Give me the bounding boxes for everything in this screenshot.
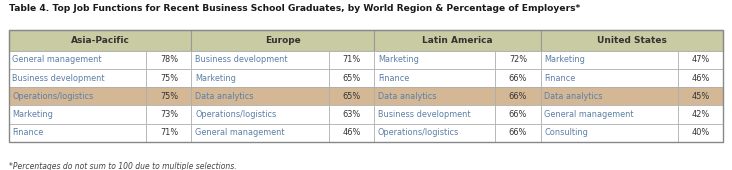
- Bar: [192, 124, 329, 142]
- Bar: [678, 51, 723, 69]
- Text: 46%: 46%: [343, 128, 361, 137]
- Bar: [9, 30, 723, 142]
- Text: *Percentages do not sum to 100 due to multiple selections.: *Percentages do not sum to 100 due to mu…: [9, 162, 236, 170]
- Bar: [496, 87, 540, 105]
- Text: Data analytics: Data analytics: [378, 92, 436, 101]
- Text: General management: General management: [195, 128, 285, 137]
- Text: 71%: 71%: [160, 128, 178, 137]
- Bar: [192, 51, 329, 69]
- Bar: [9, 69, 146, 87]
- Text: Data analytics: Data analytics: [544, 92, 602, 101]
- Bar: [9, 87, 146, 105]
- Text: 75%: 75%: [160, 92, 178, 101]
- Bar: [146, 87, 192, 105]
- Text: Marketing: Marketing: [195, 74, 236, 83]
- Text: General management: General management: [544, 110, 634, 119]
- Text: 45%: 45%: [692, 92, 710, 101]
- Text: 66%: 66%: [509, 128, 527, 137]
- Bar: [192, 87, 329, 105]
- Text: 75%: 75%: [160, 74, 178, 83]
- Bar: [146, 51, 192, 69]
- Text: United States: United States: [597, 36, 667, 45]
- Bar: [374, 124, 496, 142]
- Bar: [192, 69, 329, 87]
- Text: 46%: 46%: [692, 74, 710, 83]
- Bar: [146, 69, 192, 87]
- Text: 47%: 47%: [692, 55, 710, 64]
- Bar: [329, 124, 374, 142]
- Bar: [9, 51, 146, 69]
- Bar: [496, 105, 540, 124]
- Text: Finance: Finance: [12, 128, 44, 137]
- Bar: [9, 105, 146, 124]
- Bar: [540, 30, 723, 51]
- Text: Europe: Europe: [265, 36, 301, 45]
- Text: Operations/logistics: Operations/logistics: [12, 92, 94, 101]
- Bar: [146, 124, 192, 142]
- Text: 73%: 73%: [160, 110, 178, 119]
- Bar: [374, 51, 496, 69]
- Text: Asia-Pacific: Asia-Pacific: [71, 36, 130, 45]
- Bar: [374, 87, 496, 105]
- Text: 63%: 63%: [343, 110, 361, 119]
- Text: Operations/logistics: Operations/logistics: [195, 110, 277, 119]
- Bar: [496, 51, 540, 69]
- Bar: [496, 69, 540, 87]
- Text: Marketing: Marketing: [378, 55, 419, 64]
- Bar: [329, 87, 374, 105]
- Bar: [329, 51, 374, 69]
- Text: Operations/logistics: Operations/logistics: [378, 128, 459, 137]
- Text: 78%: 78%: [160, 55, 178, 64]
- Bar: [374, 69, 496, 87]
- Text: Data analytics: Data analytics: [195, 92, 254, 101]
- Text: 72%: 72%: [509, 55, 527, 64]
- Text: 65%: 65%: [343, 74, 361, 83]
- Bar: [540, 87, 678, 105]
- Bar: [9, 30, 192, 51]
- Bar: [540, 105, 678, 124]
- Text: 66%: 66%: [509, 110, 527, 119]
- Bar: [329, 69, 374, 87]
- Text: General management: General management: [12, 55, 102, 64]
- Bar: [678, 124, 723, 142]
- Text: Business development: Business development: [195, 55, 288, 64]
- Text: 65%: 65%: [343, 92, 361, 101]
- Bar: [678, 69, 723, 87]
- Bar: [540, 51, 678, 69]
- Bar: [192, 30, 374, 51]
- Bar: [192, 105, 329, 124]
- Bar: [540, 69, 678, 87]
- Text: 40%: 40%: [692, 128, 710, 137]
- Text: Finance: Finance: [378, 74, 409, 83]
- Bar: [374, 30, 540, 51]
- Text: 66%: 66%: [509, 92, 527, 101]
- Bar: [9, 124, 146, 142]
- Text: 71%: 71%: [343, 55, 361, 64]
- Text: Business development: Business development: [378, 110, 471, 119]
- Text: 42%: 42%: [692, 110, 710, 119]
- Bar: [540, 124, 678, 142]
- Bar: [678, 105, 723, 124]
- Text: Table 4. Top Job Functions for Recent Business School Graduates, by World Region: Table 4. Top Job Functions for Recent Bu…: [9, 4, 580, 13]
- Text: Finance: Finance: [544, 74, 575, 83]
- Text: Marketing: Marketing: [544, 55, 585, 64]
- Bar: [329, 105, 374, 124]
- Text: 66%: 66%: [509, 74, 527, 83]
- Bar: [146, 105, 192, 124]
- Text: Latin America: Latin America: [422, 36, 493, 45]
- Bar: [496, 124, 540, 142]
- Bar: [678, 87, 723, 105]
- Bar: [374, 105, 496, 124]
- Text: Consulting: Consulting: [544, 128, 588, 137]
- Text: Marketing: Marketing: [12, 110, 53, 119]
- Text: Business development: Business development: [12, 74, 105, 83]
